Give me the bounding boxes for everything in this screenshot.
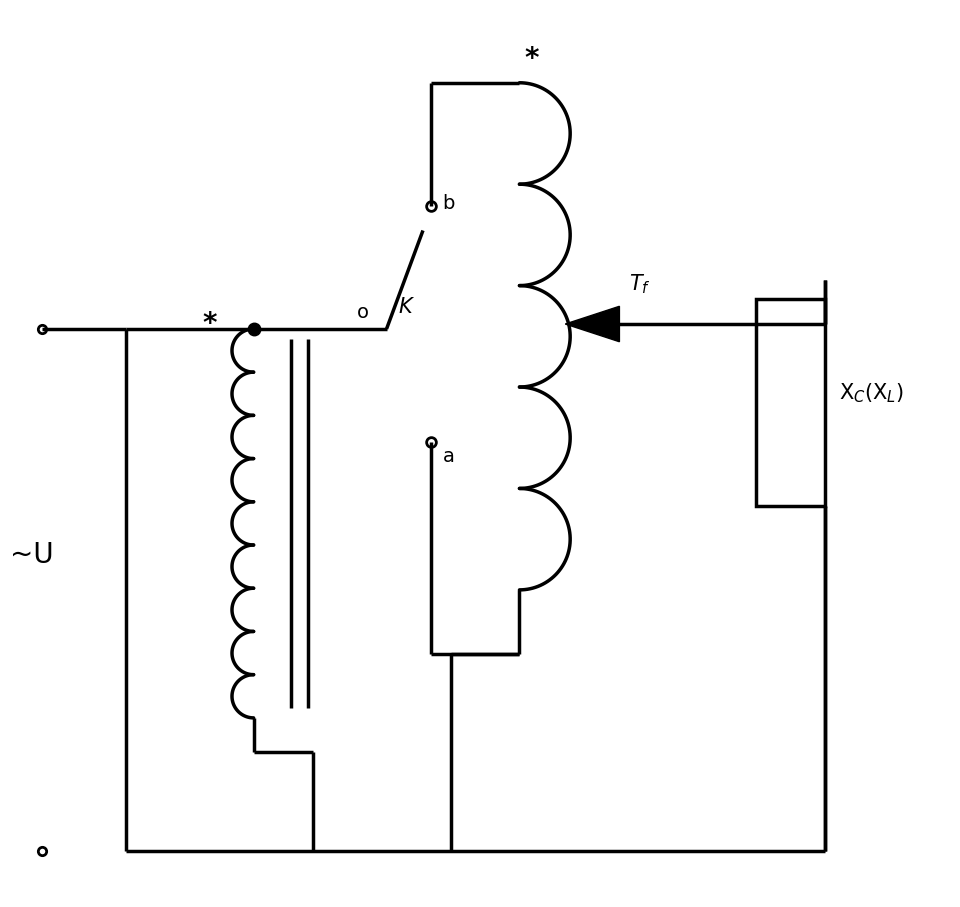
Text: a: a: [443, 447, 454, 466]
Text: X$_C$(X$_L$): X$_C$(X$_L$): [839, 381, 904, 405]
Text: *: *: [202, 310, 217, 338]
Text: T$_f$: T$_f$: [629, 273, 651, 297]
Text: b: b: [443, 194, 455, 213]
Bar: [756, 299, 825, 506]
Polygon shape: [565, 307, 619, 342]
Text: K: K: [398, 297, 412, 317]
Text: o: o: [357, 303, 369, 322]
Text: ~U: ~U: [11, 541, 54, 570]
Text: *: *: [524, 45, 539, 73]
